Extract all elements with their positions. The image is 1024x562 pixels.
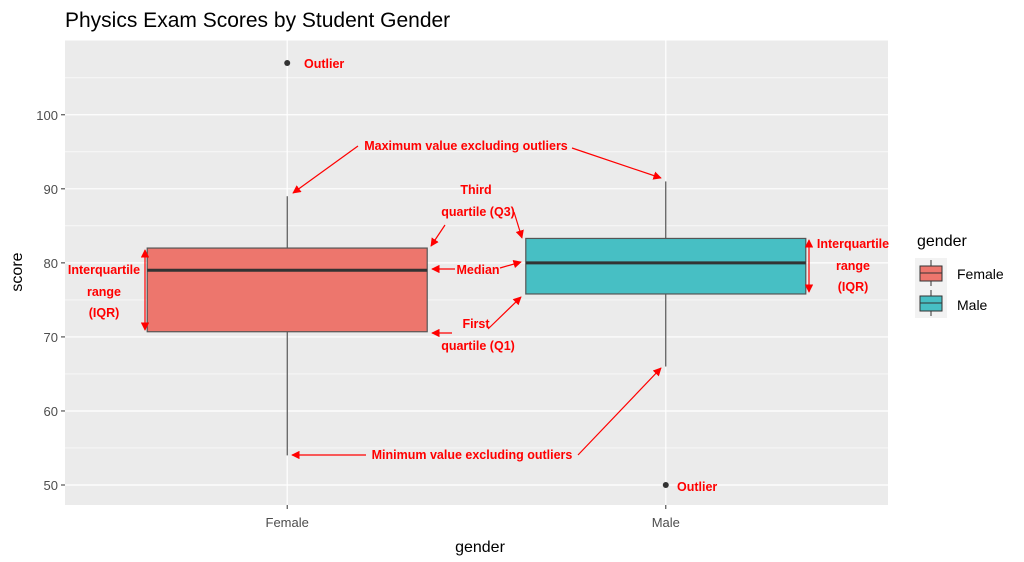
chart-title: Physics Exam Scores by Student Gender (65, 9, 450, 32)
y-tick-label: 90 (44, 182, 58, 197)
annotation-iqr-right-line2: range (836, 259, 870, 273)
y-axis: 50 60 70 80 90 100 (36, 108, 65, 493)
outlier-point (284, 59, 291, 66)
annotation-iqr-right-line1: Interquartile (817, 237, 889, 251)
annotation-median: Median (456, 263, 499, 277)
legend-title: gender (917, 233, 967, 250)
annotation-outlier-male: Outlier (677, 480, 717, 494)
annotation-iqr-left-line1: Interquartile (68, 263, 140, 277)
outlier-point (662, 482, 669, 489)
annotation-q1-line1: First (462, 317, 490, 331)
annotation-max: Maximum value excluding outliers (364, 139, 568, 153)
y-tick-label: 60 (44, 404, 58, 419)
box-female (146, 59, 428, 456)
x-axis-label: gender (455, 539, 505, 556)
y-axis-label: score (9, 252, 26, 291)
x-axis: Female Male (266, 505, 680, 530)
y-tick-label: 100 (36, 108, 58, 123)
annotation-q3-line2: quartile (Q3) (441, 205, 515, 219)
annotation-q3-line1: Third (460, 183, 491, 197)
y-tick-label: 70 (44, 330, 58, 345)
annotation-outlier-female: Outlier (304, 57, 344, 71)
annotation-iqr-left-line3: (IQR) (89, 306, 120, 320)
y-tick-label: 80 (44, 256, 58, 271)
iqr-box (525, 237, 807, 295)
annotation-iqr-right-line3: (IQR) (838, 280, 869, 294)
y-tick-label: 50 (44, 478, 58, 493)
annotation-arrows (140, 145, 814, 460)
boxes (146, 59, 807, 489)
iqr-box (146, 247, 428, 333)
annotation-min: Minimum value excluding outliers (372, 448, 573, 462)
annotation-q1-line2: quartile (Q1) (441, 339, 515, 353)
box-male (525, 181, 807, 489)
legend-label-male: Male (957, 297, 988, 313)
x-tick-label: Female (266, 515, 309, 530)
x-tick-label: Male (652, 515, 680, 530)
legend: gender Female Male (915, 233, 1004, 318)
legend-label-female: Female (957, 266, 1004, 282)
annotation-iqr-left-line2: range (87, 285, 121, 299)
